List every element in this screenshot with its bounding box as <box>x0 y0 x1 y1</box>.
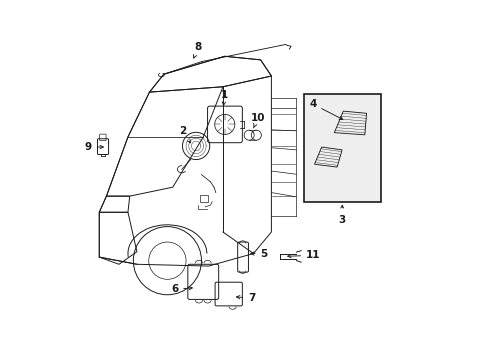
Text: 7: 7 <box>236 293 255 303</box>
Text: 6: 6 <box>171 284 192 294</box>
Text: 9: 9 <box>85 142 103 152</box>
Bar <box>303 94 380 202</box>
Text: 4: 4 <box>308 99 342 120</box>
Text: 11: 11 <box>287 250 320 260</box>
Text: 5: 5 <box>250 248 267 258</box>
Text: 8: 8 <box>193 42 201 58</box>
Text: 3: 3 <box>338 215 345 225</box>
Text: 1: 1 <box>221 90 228 106</box>
Text: 2: 2 <box>179 126 190 143</box>
Text: 10: 10 <box>250 113 265 128</box>
Bar <box>199 195 207 202</box>
